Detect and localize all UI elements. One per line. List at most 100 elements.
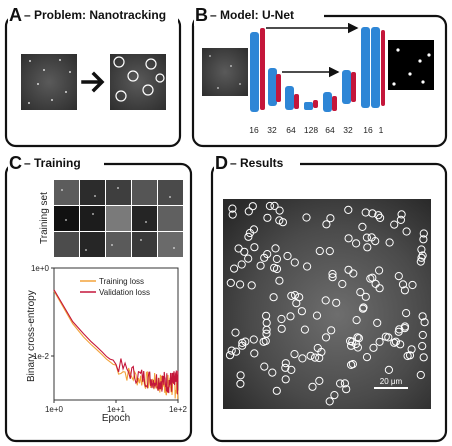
detection-circle: [244, 207, 253, 216]
detection-circle: [283, 251, 292, 261]
x-tick-label: 1e+2: [169, 405, 188, 414]
detection-circle: [271, 244, 280, 253]
panel-c: C – Training Training set: [4, 152, 193, 443]
scale-bar-label: 20 μm: [380, 377, 403, 386]
detection-circle: [300, 325, 309, 334]
detection-circle: [368, 209, 377, 218]
legend-label-training: Training loss: [99, 277, 144, 286]
detection-circle: [362, 233, 371, 242]
detection-circle: [315, 353, 324, 363]
detection-circle: [369, 343, 378, 352]
detection-circle: [322, 220, 331, 229]
detection-circle: [349, 269, 358, 278]
detection-circle: [394, 272, 403, 281]
panel-c-title: – Training: [24, 156, 81, 170]
detection-circle: [303, 262, 312, 271]
detection-circle: [262, 311, 271, 320]
x-axis-label: Epoch: [102, 413, 130, 424]
detection-circle: [302, 213, 311, 222]
detection-circle: [398, 280, 408, 289]
results-circles: [225, 201, 429, 406]
detection-circle: [263, 213, 272, 222]
detection-circle: [321, 333, 331, 342]
detection-circle: [418, 312, 427, 321]
detection-circle: [250, 243, 259, 252]
x-tick-label: 1e+1: [107, 405, 126, 414]
detection-circle: [292, 299, 301, 308]
detection-circle: [277, 324, 286, 333]
detection-circle: [420, 318, 429, 327]
legend-label-validation: Validation loss: [99, 288, 150, 297]
detection-circle: [344, 234, 353, 243]
unet-block: [361, 27, 370, 108]
y-axis-label: Binary cross-entropy: [26, 290, 37, 382]
unet-block: [313, 100, 318, 108]
detection-circle: [286, 312, 295, 321]
unet-input-image: [202, 48, 248, 96]
detection-circle: [400, 286, 409, 295]
channel-label: 32: [267, 125, 277, 135]
detection-circle: [236, 371, 245, 380]
panel-a: A – Problem: Nanotracking: [4, 4, 182, 148]
detection-circle: [281, 359, 290, 368]
detection-circle: [245, 228, 254, 238]
unet-block: [304, 102, 313, 110]
detection-circle: [275, 216, 284, 225]
detection-circle: [272, 254, 281, 264]
chart-legend: Training loss Validation loss: [80, 277, 150, 297]
channel-labels: 16 32 64 128 64 32 16 1: [249, 125, 383, 135]
training-set-label: Training set: [39, 192, 50, 244]
detection-circle: [338, 279, 347, 289]
detection-circles: [113, 56, 165, 102]
detection-circle: [390, 220, 399, 229]
detection-circle: [371, 279, 380, 288]
unet-block: [381, 30, 385, 106]
channel-label: 64: [286, 125, 296, 135]
panel-a-title: – Problem: Nanotracking: [24, 8, 166, 22]
detection-circle: [340, 379, 349, 388]
detection-circle: [272, 386, 281, 395]
panel-d-title: – Results: [230, 156, 284, 170]
detection-circle: [326, 214, 335, 223]
x-tick-label: 1e+0: [45, 405, 64, 414]
detection-circle: [347, 341, 356, 350]
unet-block: [268, 68, 277, 106]
unet-block: [250, 32, 259, 112]
detection-circle: [308, 382, 317, 391]
training-tile: [106, 180, 131, 205]
detection-circle: [315, 246, 324, 256]
unet-output-image: [388, 40, 434, 90]
training-tile: [80, 232, 105, 257]
panel-b-letter: B: [195, 5, 208, 25]
training-tile: [132, 206, 157, 231]
detection-circle: [361, 292, 370, 301]
detection-circle: [373, 318, 382, 327]
chart-ticks: 1e+0 1e+1 1e+2 1e+0 1e-2: [31, 264, 188, 414]
detection-circle: [232, 347, 241, 356]
detection-circle: [230, 264, 239, 273]
detection-circle: [419, 229, 428, 238]
detection-circle: [402, 309, 411, 318]
validation-loss-line: [53, 289, 179, 395]
detection-circle: [310, 353, 320, 362]
detection-circle: [384, 365, 393, 374]
detection-circle: [226, 278, 235, 287]
detection-circle: [400, 324, 409, 333]
y-tick-label: 1e-2: [33, 352, 50, 361]
unet-block: [294, 94, 299, 109]
detection-circle: [236, 379, 245, 388]
channel-label: 16: [363, 125, 373, 135]
detection-circle: [374, 211, 383, 220]
detection-circle: [250, 349, 259, 358]
panel-d-frame: [210, 162, 448, 443]
detection-circle: [416, 370, 425, 380]
channel-label: 64: [325, 125, 335, 135]
detection-circle: [344, 205, 353, 214]
detection-circle: [272, 264, 282, 274]
detection-circle: [227, 346, 236, 355]
training-tile: [106, 232, 131, 257]
detection-circle: [375, 337, 384, 346]
detection-circle: [287, 291, 296, 300]
detection-circle: [346, 336, 355, 346]
